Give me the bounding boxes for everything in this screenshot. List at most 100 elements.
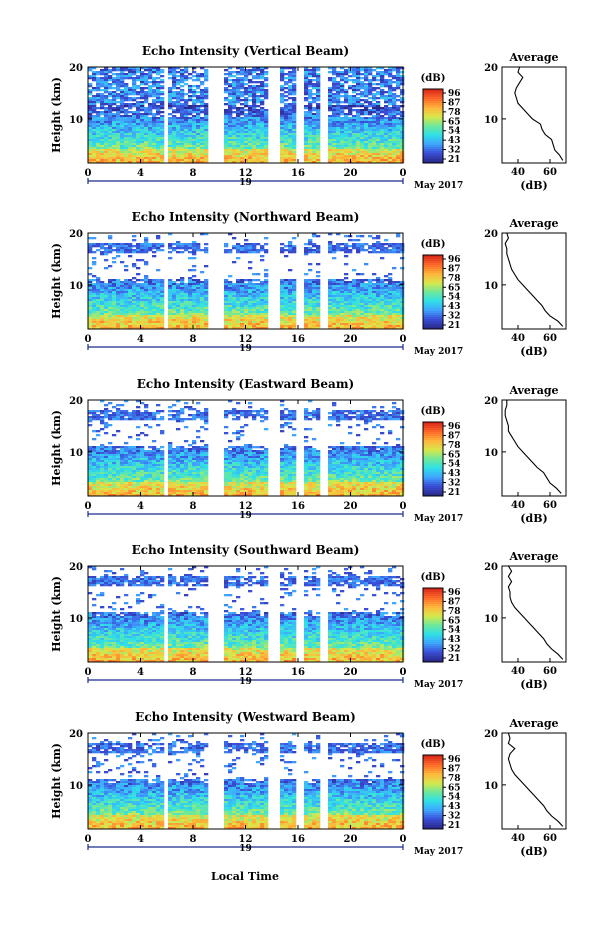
heatmap-cell: [224, 161, 229, 164]
heatmap-cell: [96, 155, 101, 158]
heatmap-cell: [336, 297, 341, 300]
heatmap-cell: [344, 287, 349, 290]
heatmap-cell: [348, 137, 353, 140]
heatmap-cell: [132, 297, 137, 300]
heatmap-cell: [88, 281, 93, 284]
heatmap-cell: [144, 99, 149, 102]
heatmap-cell: [260, 151, 265, 154]
heatmap-cell: [100, 149, 105, 152]
heatmap-cell: [120, 67, 125, 70]
heatmap-cell: [360, 309, 365, 312]
heatmap-cell: [120, 135, 125, 138]
heatmap-cell: [284, 125, 289, 128]
heatmap-cell: [168, 137, 173, 140]
heatmap-cell: [204, 305, 209, 308]
heatmap-cell: [108, 251, 113, 254]
heatmap-cell: [160, 99, 165, 102]
heatmap-cell: [280, 327, 285, 330]
heatmap-cell: [228, 151, 233, 154]
heatmap-cell: [144, 127, 149, 130]
heatmap-cell: [236, 243, 241, 246]
heatmap-cell: [280, 311, 285, 314]
heatmap-cell: [312, 67, 317, 70]
heatmap-cell: [248, 313, 253, 316]
heatmap-cell: [204, 123, 209, 126]
x-tick-label: 12: [239, 168, 253, 179]
heatmap-cell: [332, 87, 337, 90]
heatmap-cell: [120, 285, 125, 288]
heatmap-cell: [192, 115, 197, 118]
heatmap-cell: [144, 91, 149, 94]
heatmap-cell: [368, 153, 373, 156]
heatmap-cell: [256, 311, 261, 314]
heatmap-cell: [188, 257, 193, 260]
heatmap-cell: [132, 141, 137, 144]
heatmap-cell: [256, 297, 261, 300]
heatmap-cell: [336, 289, 341, 292]
heatmap-cell: [120, 319, 125, 322]
heatmap-cell: [372, 287, 377, 290]
heatmap-cell: [136, 247, 141, 250]
heatmap-cell: [200, 287, 205, 290]
heatmap-cell: [360, 303, 365, 306]
heatmap-cell: [128, 301, 133, 304]
heatmap-cell: [284, 123, 289, 126]
heatmap-cell: [372, 279, 377, 282]
heatmap-cell: [256, 137, 261, 140]
heatmap-cell: [132, 263, 137, 266]
heatmap-cell: [204, 297, 209, 300]
heatmap-cell: [100, 73, 105, 76]
heatmap-cell: [92, 105, 97, 108]
heatmap-cell: [176, 307, 181, 310]
heatmap-cell: [100, 321, 105, 324]
heatmap-cell: [116, 113, 121, 116]
heatmap-cell: [232, 299, 237, 302]
heatmap-cell: [160, 305, 165, 308]
heatmap-cell: [332, 105, 337, 108]
heatmap-cell: [152, 247, 157, 250]
heatmap-cell: [264, 251, 269, 254]
heatmap-cell: [128, 87, 133, 90]
heatmap-cell: [148, 73, 153, 76]
heatmap-cell: [356, 249, 361, 252]
heatmap-cell: [104, 299, 109, 302]
heatmap-cell: [352, 269, 357, 272]
heatmap-cell: [280, 115, 285, 118]
heatmap-cell: [388, 141, 393, 144]
heatmap-cell: [392, 123, 397, 126]
heatmap-cell: [376, 107, 381, 110]
heatmap-cell: [160, 79, 165, 82]
heatmap-cell: [344, 97, 349, 100]
heatmap-cell: [172, 149, 177, 152]
heatmap-cell: [364, 109, 369, 112]
heatmap-cell: [196, 129, 201, 132]
heatmap-cell: [120, 323, 125, 326]
heatmap-cell: [360, 235, 365, 238]
heatmap-cell: [192, 249, 197, 252]
heatmap-cell: [184, 117, 189, 120]
heatmap-cell: [376, 91, 381, 94]
heatmap-cell: [100, 89, 105, 92]
heatmap-cell: [168, 67, 173, 70]
heatmap-cell: [384, 321, 389, 324]
heatmap-cell: [352, 95, 357, 98]
heatmap-cell: [284, 323, 289, 326]
heatmap-cell: [316, 111, 321, 114]
heatmap-cell: [92, 139, 97, 142]
heatmap-cell: [100, 155, 105, 158]
heatmap-cell: [104, 139, 109, 142]
heatmap-cell: [292, 103, 297, 106]
heatmap-cell: [148, 145, 153, 148]
heatmap-cell: [344, 297, 349, 300]
heatmap-cell: [280, 141, 285, 144]
heatmap-cell: [376, 311, 381, 314]
heatmap-cell: [160, 279, 165, 282]
heatmap-cell: [368, 279, 373, 282]
heatmap-cell: [176, 309, 181, 312]
heatmap-cell: [384, 145, 389, 148]
heatmap-cell: [148, 133, 153, 136]
heatmap-cell: [284, 295, 289, 298]
heatmap-cell: [364, 315, 369, 318]
average-x-tick-label: 40: [511, 167, 525, 178]
heatmap-cell: [188, 159, 193, 162]
